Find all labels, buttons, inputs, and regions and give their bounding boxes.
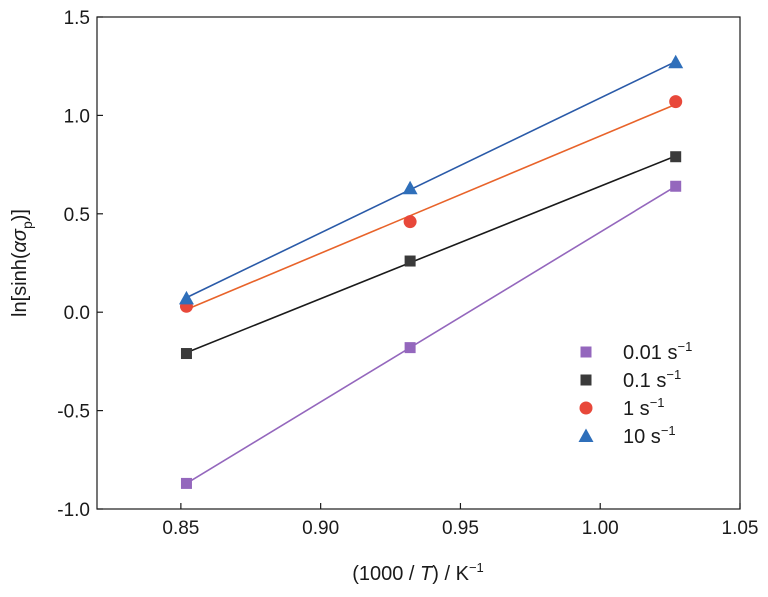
fit-line	[186, 103, 677, 311]
fit-line	[186, 185, 677, 485]
legend-marker	[579, 401, 593, 415]
y-tick-label: -0.5	[57, 402, 90, 423]
x-tick-label: 1.05	[722, 518, 759, 539]
y-tick-label: 1.0	[64, 106, 90, 127]
data-point	[180, 348, 192, 360]
y-axis-title-pre: ln[sinh(	[9, 252, 31, 317]
data-point	[670, 180, 682, 192]
fit-line	[186, 155, 676, 354]
y-tick-label: -1.0	[57, 500, 90, 521]
data-markers	[178, 54, 684, 489]
y-tick-label: 1.5	[64, 8, 90, 29]
legend-label: 0.01 s−1	[623, 339, 692, 364]
legend: 0.01 s−1 0.1 s−1 1 s−1 10 s−1	[578, 339, 692, 448]
x-axis-title-sup: −1	[469, 560, 484, 575]
legend-marker	[580, 374, 592, 386]
x-tick-label: 0.95	[442, 518, 479, 539]
legend-label: 10 s−1	[623, 423, 676, 448]
x-tick-label: 0.85	[162, 518, 199, 539]
y-axis-title-post: )]	[9, 209, 31, 221]
x-axis-ticks: 0.85 0.90 0.95 1.00 1.05	[162, 503, 758, 539]
y-axis-title: ln[sinh(ασp)]	[9, 209, 35, 317]
legend-marker	[580, 346, 592, 358]
data-point	[404, 255, 416, 267]
fit-lines	[186, 60, 677, 485]
x-axis-title-var: T	[420, 563, 434, 585]
x-axis-title-post: ) / K	[432, 563, 469, 585]
data-point	[180, 477, 192, 489]
legend-label: 1 s−1	[623, 395, 665, 420]
x-axis-title: (1000 / T) / K−1	[352, 560, 484, 585]
fit-line	[186, 60, 677, 299]
y-tick-label: 0.5	[64, 205, 90, 226]
plot-frame	[96, 16, 741, 510]
y-axis-ticks: -1.0 -0.5 0.0 0.5 1.0 1.5	[57, 8, 103, 521]
data-point	[669, 95, 683, 109]
legend-marker	[578, 428, 594, 442]
data-point	[402, 180, 418, 195]
legend-label: 0.1 s−1	[623, 367, 681, 392]
y-axis-title-greek: ασ	[9, 228, 31, 252]
x-axis-title-pre: (1000 /	[352, 563, 420, 585]
y-tick-label: 0.0	[64, 303, 90, 324]
x-tick-label: 0.90	[302, 518, 339, 539]
y-axis-title-sub: p	[19, 221, 35, 229]
data-point	[404, 342, 416, 354]
data-point	[668, 54, 684, 69]
x-tick-label: 1.00	[582, 518, 619, 539]
data-point	[178, 290, 194, 305]
data-point	[670, 151, 682, 163]
data-point	[403, 215, 417, 229]
